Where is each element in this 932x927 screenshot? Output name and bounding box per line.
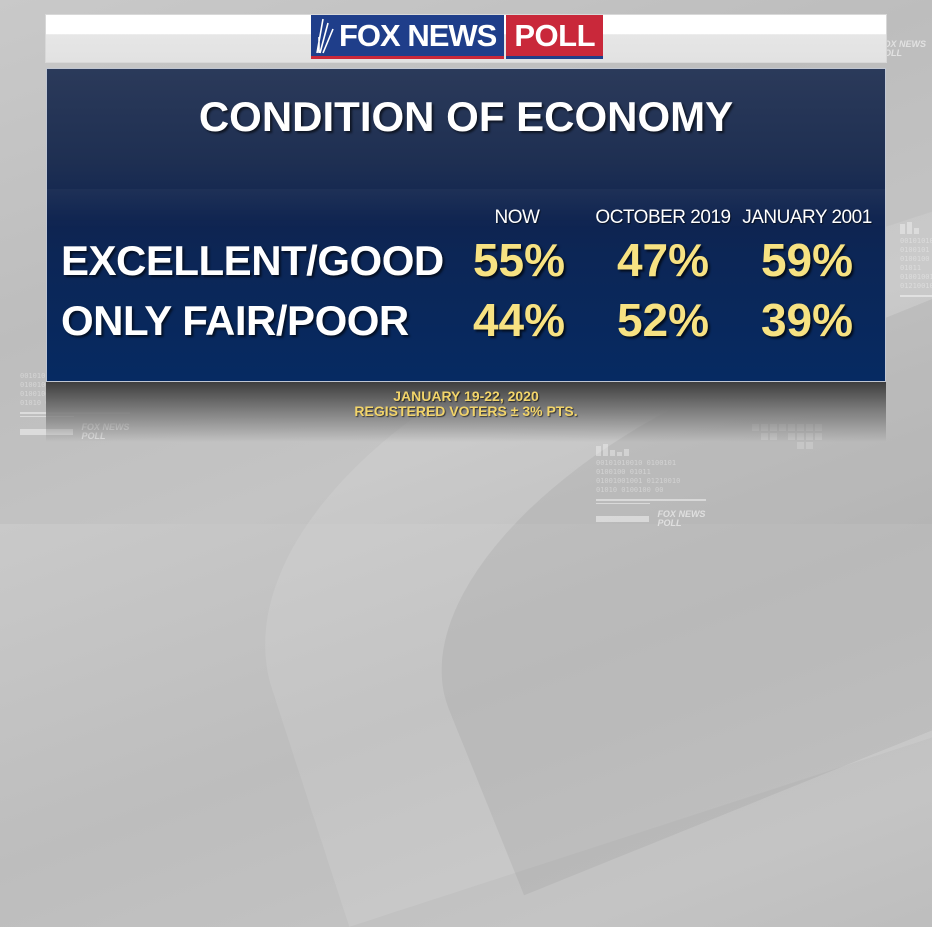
divider bbox=[900, 295, 932, 297]
value-cell: 55% bbox=[472, 234, 566, 286]
poll-results-panel: CONDITION OF ECONOMY NOW OCTOBER 2019 JA… bbox=[46, 68, 886, 382]
value-cell: 59% bbox=[760, 234, 854, 286]
bar-chart-icon bbox=[596, 444, 716, 456]
poll-text: POLL bbox=[514, 17, 596, 53]
decorative-bar bbox=[596, 516, 650, 522]
binary-line: 0100100 01011 bbox=[900, 255, 930, 272]
watermark-logo: FOX NEWS POLL bbox=[886, 40, 927, 58]
column-header-january-2001: JANUARY 2001 bbox=[742, 207, 872, 228]
poll-title: CONDITION OF ECONOMY bbox=[198, 93, 734, 140]
value-cell: 39% bbox=[760, 294, 854, 346]
fox-news-poll-logo: FOX NEWS POLL bbox=[311, 15, 604, 59]
poll-sample-note: REGISTERED VOTERS ± 3% PTS. bbox=[354, 403, 578, 419]
watermark-logo: FOX NEWS POLL bbox=[657, 509, 706, 528]
poll-dates: JANUARY 19-22, 2020 bbox=[393, 388, 539, 404]
value-cell: 47% bbox=[616, 234, 710, 286]
divider bbox=[596, 499, 706, 501]
searchlight-rays-icon bbox=[316, 18, 334, 54]
column-header-now: NOW bbox=[494, 207, 540, 228]
background-decoration-side: 00101010010 0100101 0100100 01011 010010… bbox=[900, 222, 932, 297]
binary-line: 00101010010 0100101 bbox=[900, 237, 932, 254]
binary-line: 00101010010 0100101 bbox=[596, 459, 677, 467]
fox-news-logo: FOX NEWS bbox=[311, 15, 505, 59]
background-decoration-right: 00101010010 0100101 0100100 01011 010010… bbox=[596, 444, 716, 528]
binary-line: 01010 0100100 00 bbox=[596, 486, 664, 494]
poll-logo: POLL bbox=[506, 15, 604, 59]
background-decoration-top-right: FOX NEWS POLL bbox=[886, 40, 932, 58]
divider bbox=[596, 503, 650, 504]
panel-shadow bbox=[46, 382, 886, 442]
bar-chart-icon bbox=[900, 222, 932, 234]
binary-line: 01001001001 01210010 bbox=[900, 273, 932, 290]
row-label-only-fair-poor: ONLY FAIR/POOR bbox=[61, 297, 409, 344]
binary-line: 0100100 01011 bbox=[596, 468, 651, 476]
value-cell: 44% bbox=[472, 294, 566, 346]
fox-news-text: FOX NEWS bbox=[339, 17, 497, 53]
column-header-october-2019: OCTOBER 2019 bbox=[595, 207, 731, 228]
value-cell: 52% bbox=[616, 294, 710, 346]
row-label-excellent-good: EXCELLENT/GOOD bbox=[61, 237, 444, 284]
binary-line: 01001001001 01210010 bbox=[596, 477, 681, 485]
